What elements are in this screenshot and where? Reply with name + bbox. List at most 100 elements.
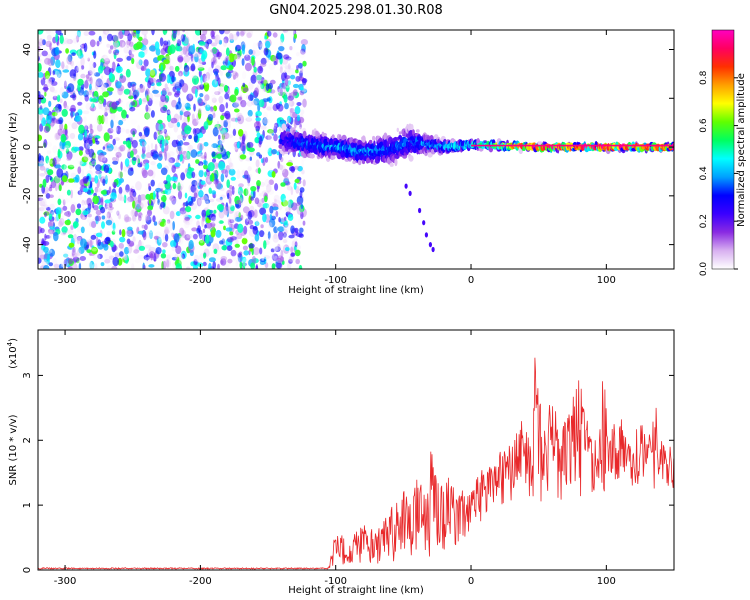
noise-blob <box>191 227 198 232</box>
noise-blob <box>259 62 267 67</box>
noise-blob <box>117 119 124 126</box>
noise-blob <box>138 245 146 251</box>
y-tick-label: -40 <box>22 236 33 252</box>
noise-blob <box>171 246 176 252</box>
noise-blob <box>214 34 221 45</box>
noise-blob <box>241 237 248 245</box>
noise-blob <box>227 258 233 264</box>
noise-blob <box>173 38 179 43</box>
noise-blob <box>282 197 290 208</box>
noise-blob <box>242 245 248 251</box>
noise-blob <box>104 237 111 245</box>
noise-blob <box>86 90 93 96</box>
noise-blob <box>284 64 291 70</box>
noise-blob <box>220 129 227 137</box>
noise-blob <box>258 40 263 50</box>
noise-blob <box>183 115 188 124</box>
noise-blob <box>122 140 127 145</box>
noise-blob <box>124 216 132 222</box>
noise-blob <box>62 69 70 73</box>
noise-blob <box>174 162 181 168</box>
noise-blob <box>179 140 184 146</box>
noise-blob <box>203 193 209 202</box>
noise-blob <box>111 34 119 42</box>
noise-blob <box>236 112 243 120</box>
noise-blob <box>61 64 66 71</box>
noise-blob <box>48 78 52 84</box>
noise-blob <box>294 178 300 184</box>
noise-blob <box>197 98 204 107</box>
noise-blob <box>204 204 209 210</box>
noise-blob <box>182 202 186 208</box>
noise-blob <box>245 117 253 122</box>
noise-blob <box>106 43 111 48</box>
noise-blob <box>167 151 175 157</box>
noise-blob <box>232 102 239 108</box>
noise-blob <box>52 157 57 167</box>
noise-blob <box>156 162 163 169</box>
noise-blob <box>152 215 156 223</box>
noise-blob <box>204 234 210 244</box>
noise-blob <box>267 147 273 157</box>
noise-blob <box>113 41 117 50</box>
noise-blob <box>223 30 231 35</box>
noise-blob <box>245 47 249 58</box>
noise-blob <box>129 53 135 59</box>
ridge-blob <box>283 130 287 138</box>
noise-blob <box>81 169 85 179</box>
noise-blob <box>77 50 81 59</box>
noise-blob <box>255 110 262 117</box>
ridge-blob <box>415 129 420 133</box>
noise-blob <box>61 164 67 170</box>
noise-blob <box>197 142 204 151</box>
noise-blob <box>64 198 67 203</box>
noise-blob <box>247 219 254 225</box>
noise-blob <box>227 218 232 226</box>
noise-blob <box>38 53 42 58</box>
noise-blob <box>294 227 299 234</box>
noise-blob <box>169 195 176 202</box>
noise-blob <box>238 73 243 83</box>
noise-blob <box>276 151 280 156</box>
noise-blob <box>164 258 171 268</box>
noise-blob <box>210 30 215 38</box>
noise-blob <box>49 175 52 181</box>
noise-blob <box>210 230 216 238</box>
noise-blob <box>271 30 276 36</box>
colorbar-tick-label: 0.8 <box>699 70 709 85</box>
x-tick-label: -100 <box>324 275 347 286</box>
noise-blob <box>141 224 145 229</box>
ridge-blob <box>389 162 394 167</box>
noise-blob <box>183 135 189 141</box>
noise-blob <box>232 70 238 80</box>
noise-blob <box>295 258 301 265</box>
noise-blob <box>215 229 222 238</box>
noise-blob <box>126 114 129 119</box>
noise-blob <box>218 210 225 219</box>
noise-blob <box>279 38 283 47</box>
noise-blob <box>179 46 183 51</box>
noise-blob <box>282 30 289 33</box>
noise-blob <box>72 221 79 229</box>
noise-blob <box>235 210 241 217</box>
noise-blob <box>277 86 281 93</box>
noise-blob <box>164 187 172 195</box>
noise-blob <box>132 200 136 209</box>
noise-blob <box>139 84 145 93</box>
noise-blob <box>102 146 106 150</box>
noise-blob <box>92 161 95 168</box>
noise-blob <box>143 254 151 261</box>
noise-blob <box>191 202 198 210</box>
noise-blob <box>260 43 264 53</box>
noise-blob <box>237 96 243 101</box>
noise-blob <box>44 70 50 80</box>
noise-blob <box>204 94 210 101</box>
noise-blob <box>268 218 276 228</box>
noise-blob <box>135 154 140 164</box>
noise-blob <box>218 39 222 45</box>
noise-blob <box>223 117 227 122</box>
noise-blob <box>288 171 294 179</box>
noise-blob <box>280 33 285 43</box>
noise-blob <box>208 257 216 263</box>
noise-blob <box>239 31 245 37</box>
